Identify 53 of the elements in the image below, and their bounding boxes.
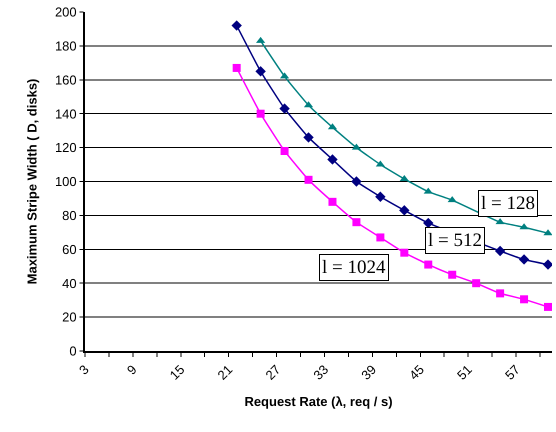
y-tick-label: 0 — [69, 344, 77, 359]
y-tick-label: 120 — [54, 140, 77, 156]
x-tick-label: 57 — [502, 362, 523, 383]
point — [424, 260, 432, 269]
point — [327, 154, 338, 165]
point — [544, 302, 552, 311]
point — [256, 110, 265, 118]
point — [232, 64, 241, 72]
y-axis-title: Maximum Stripe Width ( D, disks) — [24, 78, 40, 284]
y-tick-label: 200 — [54, 4, 77, 20]
y-tick-label: 60 — [62, 242, 77, 257]
point — [518, 254, 530, 265]
y-tick-label: 100 — [54, 174, 77, 190]
point — [231, 20, 242, 31]
point — [399, 205, 410, 216]
x-tick-label: 39 — [358, 362, 380, 383]
y-tick-label: 80 — [62, 208, 77, 223]
point — [351, 176, 362, 187]
point — [255, 66, 266, 77]
y-tick-label: 140 — [54, 106, 77, 122]
x-tick-label: 15 — [166, 362, 188, 383]
annotation: l = 512 — [428, 230, 482, 251]
point — [423, 218, 434, 228]
point — [448, 270, 456, 279]
x-axis-title: Request Rate (λ, req / s) — [244, 394, 393, 409]
annotation: l = 1024 — [322, 257, 386, 278]
point — [303, 132, 314, 143]
point — [375, 192, 386, 202]
y-tick-label: 20 — [62, 310, 77, 325]
x-tick-label: 3 — [76, 362, 92, 378]
annotation: l = 128 — [481, 193, 535, 214]
point — [494, 246, 506, 256]
x-tick-label: 9 — [124, 362, 140, 378]
x-tick-label: 21 — [214, 362, 236, 383]
x-tick-label: 27 — [262, 362, 284, 383]
y-tick-label: 180 — [54, 38, 77, 54]
point — [280, 146, 289, 155]
point — [520, 295, 528, 304]
point — [542, 259, 552, 270]
x-tick-label: 45 — [406, 362, 427, 383]
point — [279, 103, 290, 114]
point — [400, 248, 408, 257]
point — [328, 198, 336, 206]
y-tick-label: 160 — [54, 72, 77, 88]
point — [304, 176, 313, 184]
x-tick-label: 33 — [310, 362, 332, 383]
x-tick-label: 51 — [454, 362, 475, 383]
point — [376, 233, 384, 242]
point — [352, 218, 360, 226]
y-tick-label: 40 — [62, 276, 77, 291]
point — [543, 229, 552, 236]
point — [496, 289, 504, 298]
point — [472, 279, 480, 288]
